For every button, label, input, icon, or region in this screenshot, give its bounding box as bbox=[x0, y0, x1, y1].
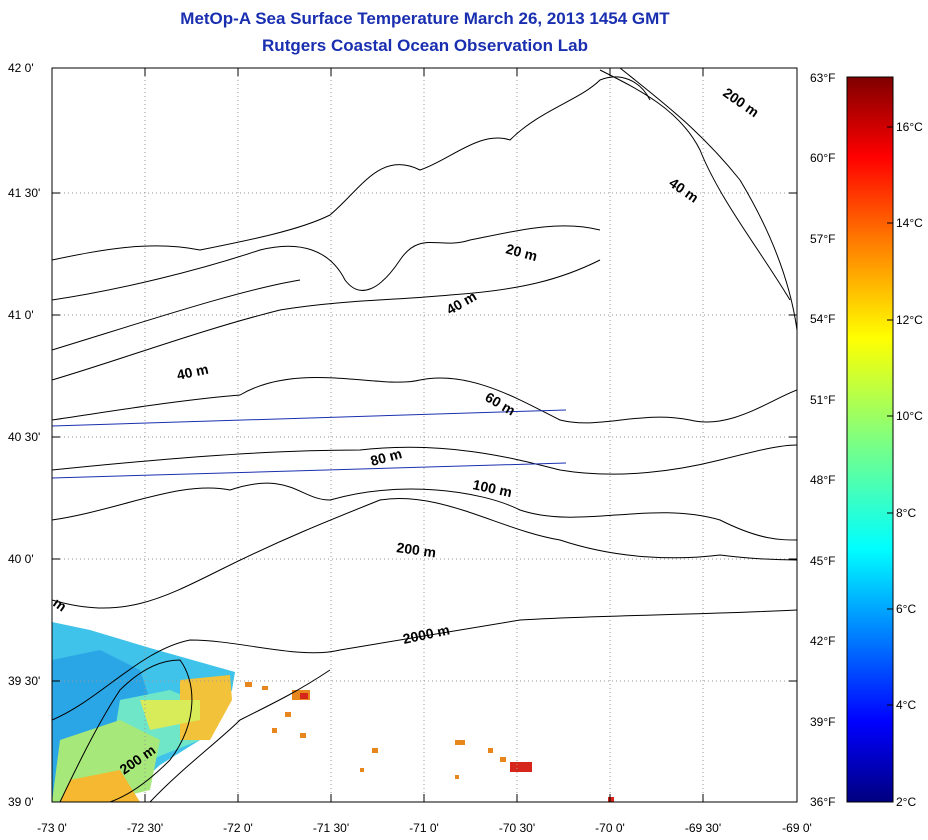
fahrenheit-label: 54°F bbox=[810, 312, 835, 326]
isobath-label: 200 m bbox=[720, 84, 762, 120]
lon-tick-label: -71 0' bbox=[409, 821, 439, 835]
fahrenheit-label: 36°F bbox=[810, 795, 835, 809]
fahrenheit-label: 57°F bbox=[810, 232, 835, 246]
fahrenheit-scale: 63°F 60°F 57°F 54°F 51°F 48°F 45°F 42°F … bbox=[810, 71, 835, 809]
fahrenheit-label: 51°F bbox=[810, 393, 835, 407]
lon-tick-label: -69 30' bbox=[685, 821, 721, 835]
fahrenheit-label: 45°F bbox=[810, 554, 835, 568]
map-subtitle: Rutgers Coastal Ocean Observation Lab bbox=[262, 36, 588, 55]
isobath-label: 200 m bbox=[396, 539, 438, 560]
colorbar bbox=[846, 76, 894, 803]
axis-ticks bbox=[52, 68, 797, 802]
isobath-label: 40 m bbox=[666, 174, 701, 205]
longitude-axis: -73 0' -72 30' -72 0' -71 30' -71 0' -70… bbox=[37, 821, 812, 835]
isobath-label: 40 m bbox=[175, 361, 210, 383]
celsius-label: 2°C bbox=[896, 795, 916, 809]
isobath-label: 80 m bbox=[369, 445, 404, 469]
lon-tick-label: -69 0' bbox=[782, 821, 812, 835]
graticule bbox=[52, 68, 797, 802]
celsius-label: 6°C bbox=[896, 602, 916, 616]
celsius-label: 10°C bbox=[896, 409, 923, 423]
celsius-label: 14°C bbox=[896, 216, 923, 230]
latitude-axis: 39 0' 39 30' 40 0' 40 30' 41 0' 41 30' 4… bbox=[8, 61, 40, 809]
isobath-label: 60 m bbox=[483, 389, 519, 419]
celsius-scale: 16°C 14°C 12°C 10°C 8°C 6°C 4°C 2°C bbox=[896, 120, 923, 809]
coastline-and-isobaths bbox=[52, 68, 797, 802]
fahrenheit-label: 63°F bbox=[810, 71, 835, 85]
transect-lines bbox=[51, 409, 567, 479]
map-title: MetOp-A Sea Surface Temperature March 26… bbox=[180, 9, 670, 28]
celsius-label: 12°C bbox=[896, 313, 923, 327]
isobath-label: 40 m bbox=[444, 288, 480, 318]
lon-tick-label: -70 30' bbox=[499, 821, 535, 835]
lon-tick-label: -71 30' bbox=[313, 821, 349, 835]
fahrenheit-label: 60°F bbox=[810, 151, 835, 165]
sst-data-layer bbox=[52, 622, 614, 802]
lon-tick-label: -72 30' bbox=[127, 821, 163, 835]
colorbar-ticks bbox=[887, 126, 893, 803]
lat-tick-label: 40 0' bbox=[8, 552, 34, 566]
celsius-label: 4°C bbox=[896, 698, 916, 712]
lat-tick-label: 39 30' bbox=[8, 674, 40, 688]
fahrenheit-label: 42°F bbox=[810, 634, 835, 648]
lat-tick-label: 41 30' bbox=[8, 186, 40, 200]
isobath-label: 100 m bbox=[471, 476, 513, 500]
lon-tick-label: -70 0' bbox=[595, 821, 625, 835]
celsius-label: 16°C bbox=[896, 120, 923, 134]
lon-tick-label: -73 0' bbox=[37, 821, 67, 835]
isobath-label: m bbox=[50, 594, 69, 614]
lat-tick-label: 42 0' bbox=[8, 61, 34, 75]
isobath-label: 20 m bbox=[504, 240, 539, 264]
lat-tick-label: 39 0' bbox=[8, 795, 34, 809]
lon-tick-label: -72 0' bbox=[223, 821, 253, 835]
fahrenheit-label: 48°F bbox=[810, 473, 835, 487]
fahrenheit-label: 39°F bbox=[810, 715, 835, 729]
lat-tick-label: 40 30' bbox=[8, 430, 40, 444]
lat-tick-label: 41 0' bbox=[8, 308, 34, 322]
isobath-label: 2000 m bbox=[401, 621, 451, 647]
celsius-label: 8°C bbox=[896, 506, 916, 520]
